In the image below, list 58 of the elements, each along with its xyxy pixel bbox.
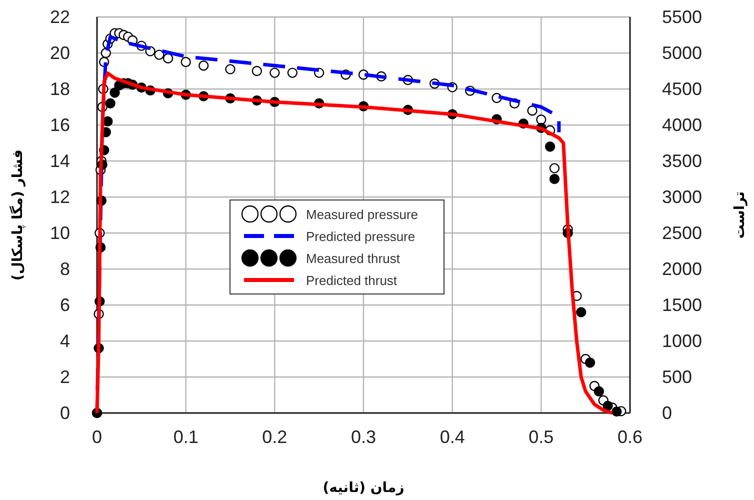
point [225, 64, 236, 74]
y2-tick-label: 5500 [662, 7, 702, 27]
x-tick-label: 0.5 [528, 427, 554, 447]
y-tick-label: 8 [60, 259, 70, 279]
y-tick-label: 2 [60, 367, 70, 387]
point [154, 50, 164, 60]
point [270, 68, 280, 78]
x-tick-label: 0.1 [173, 427, 198, 447]
point [576, 307, 586, 318]
point [544, 142, 556, 152]
y2-tick-label: 3500 [662, 151, 702, 171]
legend-label: Measured pressure [306, 207, 418, 222]
y-tick-label: 18 [50, 79, 70, 99]
point [252, 66, 262, 76]
x-tick-label: 0.4 [440, 427, 465, 447]
y-tick-label: 4 [60, 331, 70, 351]
y-tick-label: 0 [60, 403, 70, 423]
y2-tick-label: 4000 [662, 115, 702, 135]
legend-label: Measured thrust [306, 251, 400, 266]
point [549, 174, 560, 184]
y-tick-label: 20 [50, 43, 70, 63]
point [527, 106, 538, 116]
y2-tick-label: 0 [662, 403, 672, 423]
point [105, 98, 116, 108]
x-axis-title: زمان (ثانیه) [322, 480, 404, 496]
x-tick-label: 0.2 [262, 427, 288, 447]
point [594, 386, 604, 396]
y2-tick-label: 500 [662, 367, 692, 387]
y-tick-label: 14 [50, 151, 70, 171]
y2-tick-label: 1500 [662, 295, 702, 315]
y-axis-title: فشار (مگا پاسکال) [9, 149, 26, 281]
y2-tick-label: 3000 [662, 187, 702, 207]
y-tick-label: 10 [50, 223, 70, 243]
y-tick-label: 12 [50, 187, 70, 207]
point [549, 163, 560, 174]
x-tick-label: 0 [92, 427, 102, 447]
y2-tick-label: 4500 [662, 79, 702, 99]
y2-tick-label: 1000 [662, 331, 702, 351]
y-tick-label: 6 [60, 295, 70, 315]
point [602, 400, 613, 411]
legend-label: Predicted thrust [306, 273, 398, 288]
point [110, 88, 120, 98]
point [536, 114, 546, 125]
point [584, 358, 596, 368]
y-tick-label: 22 [50, 7, 70, 27]
point [162, 53, 174, 64]
point [287, 68, 298, 78]
y-tick-label: 16 [50, 115, 70, 135]
y2-tick-label: 5000 [662, 43, 702, 63]
y2-tick-label: 2000 [662, 259, 702, 279]
point [198, 60, 209, 71]
legend-label: Predicted pressure [306, 229, 416, 244]
x-tick-label: 0.6 [617, 427, 643, 447]
y2-axis-title: تراست [732, 191, 748, 239]
y2-tick-label: 2500 [662, 223, 702, 243]
point [180, 56, 191, 68]
x-tick-label: 0.3 [350, 427, 376, 447]
point [612, 406, 622, 417]
